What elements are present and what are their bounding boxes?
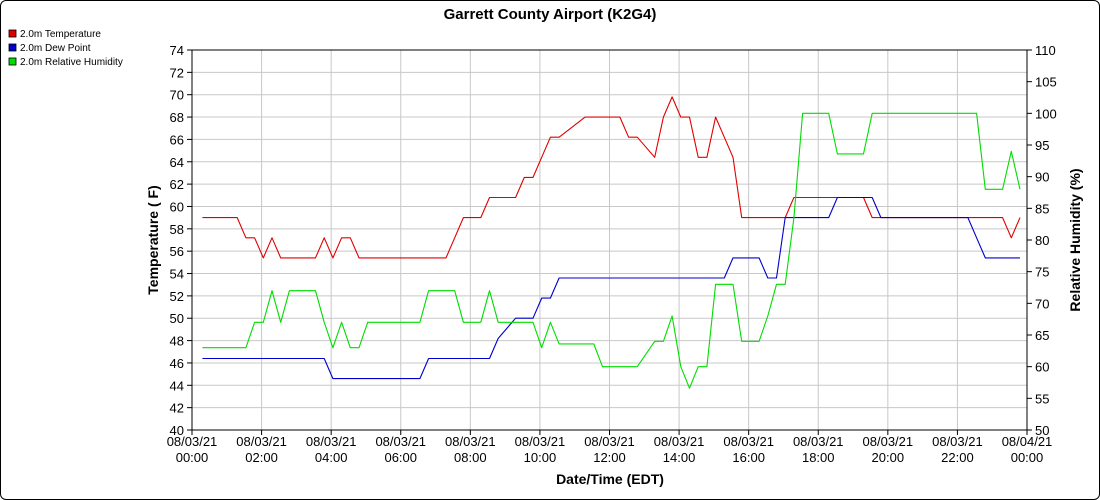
legend-swatch — [8, 29, 17, 38]
right-tick-label: 65 — [1035, 328, 1049, 343]
left-tick-label: 50 — [170, 311, 184, 326]
x-tick-time: 04:00 — [315, 450, 348, 465]
series-layer — [202, 96, 1021, 389]
left-tick-label: 58 — [170, 222, 184, 237]
right-tick-label: 55 — [1035, 391, 1049, 406]
left-axis-title: Temperature ( F) — [145, 185, 161, 294]
x-tick-date: 08/03/21 — [445, 434, 496, 449]
left-tick-label: 48 — [170, 334, 184, 349]
x-tick-date: 08/03/21 — [932, 434, 983, 449]
left-tick-label: 56 — [170, 244, 184, 259]
grid-lines — [191, 49, 1028, 431]
left-axis-ticks: 40 42 44 46 48 50 52 54 56 58 60 62 64 66 68 70 72 74 — [170, 43, 192, 438]
series-line-1 — [202, 196, 1020, 380]
right-tick-label: 105 — [1035, 75, 1057, 90]
legend-swatch — [8, 43, 17, 52]
x-tick-date: 08/04/21 — [1002, 434, 1053, 449]
x-tick-date: 08/03/21 — [236, 434, 287, 449]
left-tick-label: 42 — [170, 401, 184, 416]
right-tick-label: 110 — [1035, 43, 1056, 58]
left-tick-label: 74 — [170, 43, 184, 58]
x-tick-date: 08/03/21 — [654, 434, 705, 449]
left-tick-label: 44 — [170, 378, 184, 393]
left-tick-label: 64 — [170, 155, 184, 170]
x-tick-date: 08/03/21 — [584, 434, 635, 449]
x-tick-time: 22:00 — [941, 450, 974, 465]
chart-title: Garrett County Airport (K2G4) — [444, 6, 657, 23]
left-tick-label: 66 — [170, 132, 184, 147]
left-tick-label: 52 — [170, 289, 184, 304]
left-tick-label: 68 — [170, 110, 184, 125]
x-tick-time: 16:00 — [732, 450, 765, 465]
left-tick-label: 60 — [170, 199, 184, 214]
right-axis-ticks: 50 55 60 65 70 75 80 85 90 95 100 105 110 — [1027, 43, 1057, 438]
right-tick-label: 100 — [1035, 106, 1057, 121]
x-tick-time: 20:00 — [872, 450, 905, 465]
legend-swatch — [8, 57, 17, 66]
right-axis-title: Relative Humidity (%) — [1067, 168, 1083, 311]
x-tick-time: 08:00 — [454, 450, 487, 465]
left-tick-label: 70 — [170, 88, 184, 103]
right-tick-label: 60 — [1035, 360, 1049, 375]
x-tick-time: 06:00 — [384, 450, 417, 465]
x-tick-time: 12:00 — [593, 450, 626, 465]
right-tick-label: 85 — [1035, 201, 1049, 216]
x-tick-time: 00:00 — [1011, 450, 1044, 465]
x-tick-date: 08/03/21 — [793, 434, 844, 449]
x-tick-date: 08/03/21 — [306, 434, 357, 449]
x-axis-title: Date/Time (EDT) — [556, 471, 664, 487]
x-tick-time: 14:00 — [663, 450, 696, 465]
series-line-2 — [202, 112, 1021, 389]
x-tick-time: 10:00 — [524, 450, 557, 465]
legend-label: 2.0m Temperature — [20, 29, 101, 40]
legend-label: 2.0m Dew Point — [20, 43, 91, 54]
x-tick-date: 08/03/21 — [723, 434, 774, 449]
x-tick-date: 08/03/21 — [375, 434, 426, 449]
right-tick-label: 50 — [1035, 423, 1049, 438]
right-tick-label: 90 — [1035, 170, 1049, 185]
left-tick-label: 54 — [170, 267, 184, 282]
x-tick-date: 08/03/21 — [167, 434, 218, 449]
right-tick-label: 95 — [1035, 138, 1049, 153]
series-line-0 — [202, 96, 1021, 259]
left-tick-label: 62 — [170, 177, 184, 192]
right-tick-label: 75 — [1035, 265, 1049, 280]
right-tick-label: 70 — [1035, 296, 1049, 311]
x-tick-time: 00:00 — [176, 450, 209, 465]
x-tick-time: 18:00 — [802, 450, 835, 465]
x-axis-ticks: 08/03/2100:0008/03/2102:0008/03/2104:000… — [167, 430, 1053, 465]
left-tick-label: 46 — [170, 356, 184, 371]
left-tick-label: 40 — [170, 423, 184, 438]
left-tick-label: 72 — [170, 65, 184, 80]
x-tick-date: 08/03/21 — [515, 434, 566, 449]
x-tick-date: 08/03/21 — [863, 434, 914, 449]
legend-label: 2.0m Relative Humidity — [20, 57, 123, 68]
right-tick-label: 80 — [1035, 233, 1049, 248]
legend: 2.0m Temperature 2.0m Dew Point 2.0m Relat… — [8, 29, 123, 68]
x-tick-time: 02:00 — [245, 450, 278, 465]
